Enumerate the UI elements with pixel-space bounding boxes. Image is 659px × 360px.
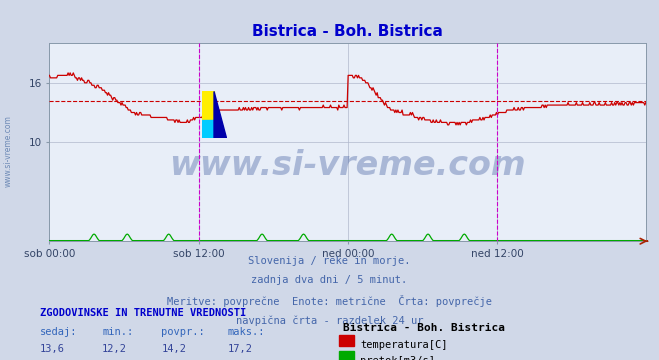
Text: zadnja dva dni / 5 minut.: zadnja dva dni / 5 minut. [251,275,408,285]
Polygon shape [202,91,214,120]
Polygon shape [214,91,227,138]
Text: Bistrica - Boh. Bistrica: Bistrica - Boh. Bistrica [343,323,505,333]
Text: povpr.:: povpr.: [161,327,205,337]
Text: maks.:: maks.: [227,327,265,337]
Text: 14,2: 14,2 [161,344,186,354]
Text: www.si-vreme.com: www.si-vreme.com [3,115,13,187]
Text: ZGODOVINSKE IN TRENUTNE VREDNOSTI: ZGODOVINSKE IN TRENUTNE VREDNOSTI [40,308,246,318]
Text: navpična črta - razdelek 24 ur: navpična črta - razdelek 24 ur [236,315,423,325]
Text: sedaj:: sedaj: [40,327,77,337]
Text: min.:: min.: [102,327,133,337]
Title: Bistrica - Boh. Bistrica: Bistrica - Boh. Bistrica [252,24,443,39]
Text: temperatura[C]: temperatura[C] [360,340,448,350]
Text: 17,2: 17,2 [227,344,252,354]
Text: 12,2: 12,2 [102,344,127,354]
Text: www.si-vreme.com: www.si-vreme.com [169,149,526,183]
Text: Slovenija / reke in morje.: Slovenija / reke in morje. [248,256,411,266]
Polygon shape [202,120,214,138]
Text: Meritve: povprečne  Enote: metrične  Črta: povprečje: Meritve: povprečne Enote: metrične Črta:… [167,295,492,307]
Text: pretok[m3/s]: pretok[m3/s] [360,356,436,360]
Text: 13,6: 13,6 [40,344,65,354]
